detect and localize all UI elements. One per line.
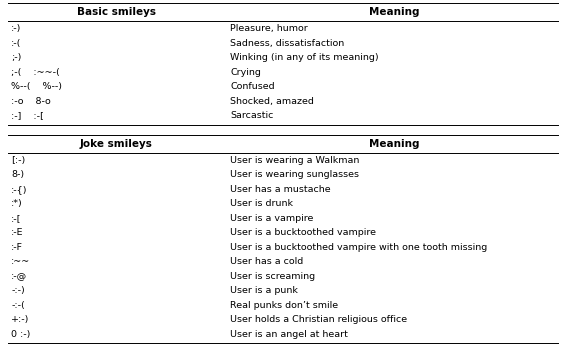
Text: User holds a Christian religious office: User holds a Christian religious office (230, 315, 407, 325)
Text: Sarcastic: Sarcastic (230, 111, 273, 121)
Text: Joke smileys: Joke smileys (80, 139, 153, 149)
Text: User has a cold: User has a cold (230, 257, 304, 266)
Text: +:-): +:-) (11, 315, 30, 325)
Text: :-]    :-[: :-] :-[ (11, 111, 44, 121)
Text: ;-(    :~~-(: ;-( :~~-( (11, 68, 60, 77)
Text: :-o    8-o: :-o 8-o (11, 97, 51, 106)
Text: ;-): ;-) (11, 53, 21, 62)
Text: :*): :*) (11, 200, 23, 208)
Text: Pleasure, humor: Pleasure, humor (230, 24, 308, 33)
Text: Winking (in any of its meaning): Winking (in any of its meaning) (230, 53, 379, 62)
Text: User is a vampire: User is a vampire (230, 214, 314, 223)
Text: [:-): [:-) (11, 156, 25, 165)
Text: Basic smileys: Basic smileys (77, 7, 156, 17)
Text: User is wearing sunglasses: User is wearing sunglasses (230, 171, 359, 179)
Text: Real punks don’t smile: Real punks don’t smile (230, 301, 338, 310)
Text: Meaning: Meaning (369, 7, 420, 17)
Text: -:-(: -:-( (11, 301, 25, 310)
Text: :-{): :-{) (11, 185, 27, 194)
Text: User is screaming: User is screaming (230, 272, 315, 281)
Text: :-): :-) (11, 24, 21, 33)
Text: Crying: Crying (230, 68, 261, 77)
Text: 0 :-): 0 :-) (11, 330, 31, 339)
Text: Sadness, dissatisfaction: Sadness, dissatisfaction (230, 39, 344, 48)
Text: User has a mustache: User has a mustache (230, 185, 330, 194)
Text: %--(    %--): %--( %--) (11, 82, 62, 91)
Text: -:-): -:-) (11, 286, 25, 295)
Text: User is a punk: User is a punk (230, 286, 298, 295)
Text: User is a bucktoothed vampire: User is a bucktoothed vampire (230, 228, 376, 237)
Text: :-[: :-[ (11, 214, 22, 223)
Text: :-E: :-E (11, 228, 24, 237)
Text: :-F: :-F (11, 243, 23, 252)
Text: Shocked, amazed: Shocked, amazed (230, 97, 314, 106)
Text: User is an angel at heart: User is an angel at heart (230, 330, 348, 339)
Text: :~~: :~~ (11, 257, 30, 266)
Text: Confused: Confused (230, 82, 275, 91)
Text: User is wearing a Walkman: User is wearing a Walkman (230, 156, 360, 165)
Text: :-@: :-@ (11, 272, 27, 281)
Text: User is drunk: User is drunk (230, 200, 293, 208)
Text: 8-): 8-) (11, 171, 24, 179)
Text: Meaning: Meaning (369, 139, 420, 149)
Text: :-(: :-( (11, 39, 21, 48)
Text: User is a bucktoothed vampire with one tooth missing: User is a bucktoothed vampire with one t… (230, 243, 488, 252)
